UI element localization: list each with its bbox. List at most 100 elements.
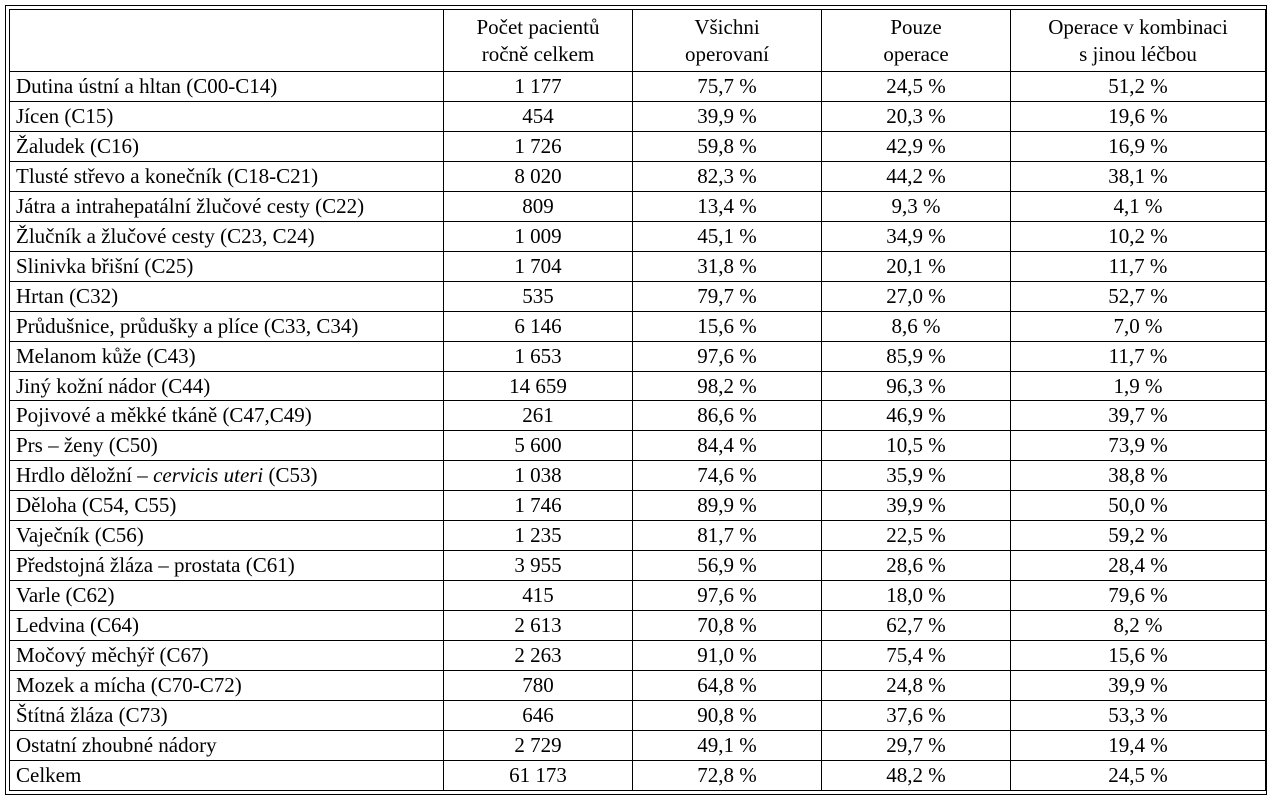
- header-patients-per-year: Počet pacientů ročně celkem: [443, 9, 633, 72]
- row-all-operated: 81,7 %: [632, 520, 822, 552]
- row-surgery-only: 8,6 %: [821, 310, 1011, 342]
- row-diagnosis: Varle (C62): [9, 580, 444, 612]
- table-row: Žlučník a žlučové cesty (C23, C24) 1 009 4…: [9, 220, 1266, 252]
- row-patients-per-year: 1 746: [443, 490, 633, 522]
- row-diagnosis: Předstojná žláza – prostata (C61): [9, 550, 444, 582]
- row-all-operated: 45,1 %: [632, 220, 822, 252]
- row-diagnosis: Dutina ústní a hltan (C00-C14): [9, 71, 444, 102]
- surgery-statistics-table: Počet pacientů ročně celkem Všichni oper…: [9, 9, 1266, 792]
- row-combined-treatment: 15,6 %: [1010, 640, 1266, 672]
- row-all-operated: 13,4 %: [632, 190, 822, 222]
- row-diagnosis: Žaludek (C16): [9, 130, 444, 162]
- row-diagnosis: Močový měchýř (C67): [9, 640, 444, 672]
- row-patients-per-year: 1 653: [443, 340, 633, 372]
- row-combined-treatment: 19,6 %: [1010, 100, 1266, 132]
- row-all-operated: 98,2 %: [632, 370, 822, 402]
- row-surgery-only: 28,6 %: [821, 550, 1011, 582]
- row-all-operated: 74,6 %: [632, 460, 822, 492]
- row-all-operated: 64,8 %: [632, 670, 822, 702]
- row-surgery-only: 20,1 %: [821, 250, 1011, 282]
- table-row: Močový měchýř (C67) 2 263 91,0 % 75,4 % 15,6…: [9, 640, 1266, 672]
- row-diagnosis: Slinivka břišní (C25): [9, 250, 444, 282]
- row-patients-per-year: 1 726: [443, 130, 633, 162]
- row-combined-treatment: 28,4 %: [1010, 550, 1266, 582]
- row-combined-treatment: 8,2 %: [1010, 610, 1266, 642]
- row-patients-per-year: 454: [443, 100, 633, 132]
- row-combined-treatment: 52,7 %: [1010, 280, 1266, 312]
- row-combined-treatment: 53,3 %: [1010, 700, 1266, 731]
- row-combined-treatment: 38,1 %: [1010, 160, 1266, 192]
- row-diagnosis: Vaječník (C56): [9, 520, 444, 552]
- row-all-operated: 79,7 %: [632, 280, 822, 312]
- row-combined-treatment: 11,7 %: [1010, 250, 1266, 282]
- header-diagnosis: [9, 9, 444, 72]
- table-row: Žaludek (C16) 1 726 59,8 % 42,9 % 16,9 %: [9, 130, 1266, 162]
- row-surgery-only: 18,0 %: [821, 580, 1011, 612]
- row-combined-treatment: 24,5 %: [1010, 759, 1266, 792]
- row-diagnosis: Jícen (C15): [9, 100, 444, 132]
- row-diagnosis: Pojivové a měkké tkáně (C47,C49): [9, 400, 444, 432]
- table-row: Slinivka břišní (C25) 1 704 31,8 % 20,1 % 11…: [9, 250, 1266, 282]
- row-diagnosis: Ostatní zhoubné nádory: [9, 729, 444, 761]
- row-combined-treatment: 39,9 %: [1010, 670, 1266, 702]
- row-all-operated: 90,8 %: [632, 700, 822, 731]
- table-row: Dutina ústní a hltan (C00-C14) 1 177 75,7 …: [9, 71, 1266, 102]
- table-row: Ledvina (C64) 2 613 70,8 % 62,7 % 8,2 %: [9, 610, 1266, 642]
- row-combined-treatment: 7,0 %: [1010, 310, 1266, 342]
- row-surgery-only: 10,5 %: [821, 430, 1011, 462]
- row-patients-per-year: 2 613: [443, 610, 633, 642]
- row-surgery-only: 34,9 %: [821, 220, 1011, 252]
- row-all-operated: 86,6 %: [632, 400, 822, 432]
- row-all-operated: 49,1 %: [632, 729, 822, 761]
- table-row: Prs – ženy (C50) 5 600 84,4 % 10,5 % 73,9 %: [9, 430, 1266, 462]
- row-all-operated: 31,8 %: [632, 250, 822, 282]
- row-surgery-only: 29,7 %: [821, 729, 1011, 761]
- header-surgery-only: Pouze operace: [821, 9, 1011, 72]
- row-combined-treatment: 16,9 %: [1010, 130, 1266, 162]
- row-combined-treatment: 73,9 %: [1010, 430, 1266, 462]
- row-surgery-only: 39,9 %: [821, 490, 1011, 522]
- table-row: Děloha (C54, C55) 1 746 89,9 % 39,9 % 50,0 %: [9, 490, 1266, 522]
- row-all-operated: 70,8 %: [632, 610, 822, 642]
- row-combined-treatment: 59,2 %: [1010, 520, 1266, 552]
- table-row: Ostatní zhoubné nádory 2 729 49,1 % 29,7 % 1…: [9, 729, 1266, 761]
- row-patients-per-year: 780: [443, 670, 633, 702]
- header-all-operated: Všichni operovaní: [632, 9, 822, 72]
- row-surgery-only: 35,9 %: [821, 460, 1011, 492]
- row-diagnosis: Játra a intrahepatální žlučové cesty (C2…: [9, 190, 444, 222]
- row-patients-per-year: 3 955: [443, 550, 633, 582]
- row-diagnosis: Jiný kožní nádor (C44): [9, 370, 444, 402]
- row-surgery-only: 42,9 %: [821, 130, 1011, 162]
- row-surgery-only: 20,3 %: [821, 100, 1011, 132]
- row-all-operated: 56,9 %: [632, 550, 822, 582]
- row-surgery-only: 75,4 %: [821, 640, 1011, 672]
- row-diagnosis: Hrdlo děložní – cervicis uteri (C53): [9, 460, 444, 492]
- row-diagnosis: Štítná žláza (C73): [9, 700, 444, 731]
- row-patients-per-year: 1 235: [443, 520, 633, 552]
- table-frame: Počet pacientů ročně celkem Všichni oper…: [5, 5, 1267, 795]
- row-surgery-only: 48,2 %: [821, 759, 1011, 792]
- table-row: Hrdlo děložní – cervicis uteri (C53) 1 03…: [9, 460, 1266, 492]
- row-patients-per-year: 1 704: [443, 250, 633, 282]
- row-surgery-only: 62,7 %: [821, 610, 1011, 642]
- row-all-operated: 97,6 %: [632, 340, 822, 372]
- row-diagnosis: Mozek a mícha (C70-C72): [9, 670, 444, 702]
- table-row: Játra a intrahepatální žlučové cesty (C2…: [9, 190, 1266, 222]
- row-all-operated: 84,4 %: [632, 430, 822, 462]
- row-patients-per-year: 415: [443, 580, 633, 612]
- row-combined-treatment: 11,7 %: [1010, 340, 1266, 372]
- row-patients-per-year: 261: [443, 400, 633, 432]
- row-patients-per-year: 535: [443, 280, 633, 312]
- table-row: Průdušnice, průdušky a plíce (C33, C34) 6…: [9, 310, 1266, 342]
- row-patients-per-year: 61 173: [443, 759, 633, 792]
- row-all-operated: 75,7 %: [632, 71, 822, 102]
- table-row: Melanom kůže (C43) 1 653 97,6 % 85,9 % 11,7 …: [9, 340, 1266, 372]
- row-combined-treatment: 10,2 %: [1010, 220, 1266, 252]
- row-all-operated: 15,6 %: [632, 310, 822, 342]
- row-combined-treatment: 1,9 %: [1010, 370, 1266, 402]
- row-surgery-only: 85,9 %: [821, 340, 1011, 372]
- row-diagnosis: Ledvina (C64): [9, 610, 444, 642]
- row-surgery-only: 22,5 %: [821, 520, 1011, 552]
- row-diagnosis: Děloha (C54, C55): [9, 490, 444, 522]
- row-all-operated: 91,0 %: [632, 640, 822, 672]
